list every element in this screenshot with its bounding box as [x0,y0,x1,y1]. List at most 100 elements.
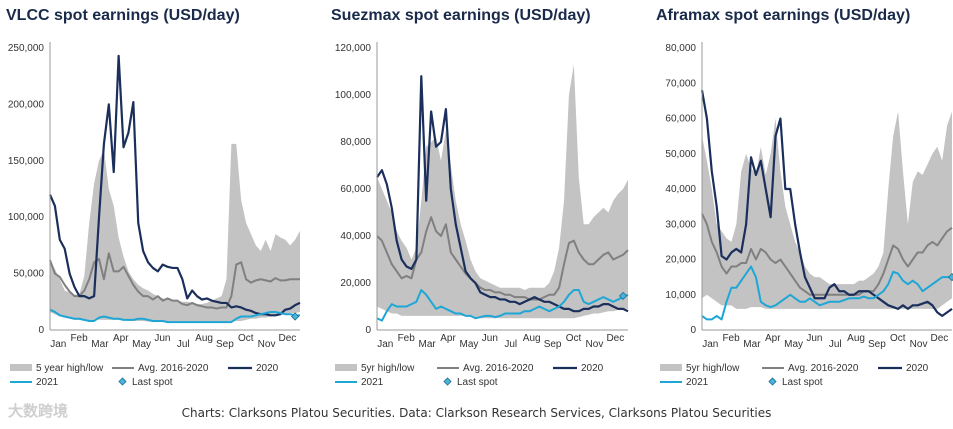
chart2-x-tick-label: Jul [829,339,842,350]
chart2-x-tick-label: May [784,339,803,350]
chart2-last-spot-marker [947,273,953,282]
chart0-legend-swatch-last-spot [118,377,127,386]
chart2-x-tick-label: Apr [765,333,781,344]
chart2-x-tick-label: Dec [931,333,949,344]
chart0-legend-label-2021: 2021 [36,377,59,388]
chart1-y-tick-label: 20,000 [340,278,371,289]
chart1-legend-swatch-band [335,364,357,371]
chart0-legend-swatch-band [10,364,32,371]
chart1-x-tick-label: Dec [606,333,624,344]
chart1-last-spot-marker [618,291,628,301]
chart1-legend-label-last-spot: Last spot [457,377,498,388]
chart2-x-tick-label: Jun [806,333,822,344]
chart0-legend-label-2020: 2020 [256,363,279,374]
aframax-chart: Aframax spot earnings (USD/day) 0 10,000 20… [650,0,953,400]
chart0-x-tick-label: Sep [216,339,234,350]
chart0-last-spot-marker [290,312,300,321]
chart0-x-tick-label: Jan [50,339,66,350]
chart1-line-avg [376,216,629,301]
chart1-y-tick-label: 60,000 [340,184,371,195]
chart1-x-tick-label: Jul [504,339,517,350]
chart1-legend-label-2021: 2021 [361,377,384,388]
chart2-y-tick-label: 10,000 [665,290,696,301]
chart2-legend-label-last-spot: Last spot [782,377,823,388]
chart2-title: Aframax spot earnings (USD/day) [656,7,910,24]
chart0-line-2021 [49,308,300,324]
chart0-x-tick-label: Apr [113,333,129,344]
chart0-y-tick-label: 0 [38,325,44,336]
chart0-band-5yr-high-low [50,143,300,323]
chart0-y-tick-label: 100,000 [8,212,45,223]
chart0-x-tick-label: May [132,339,151,350]
chart2-x-tick-label: Nov [910,339,928,350]
chart2-x-tick-label: Feb [722,333,740,344]
suezmax-chart-svg: Suezmax spot earnings (USD/day) 0 20,000 40… [331,7,629,388]
chart2-legend-swatch-band [660,364,682,371]
chart1-x-tick-label: Nov [586,339,604,350]
chart0-x-tick-label: Mar [91,339,109,350]
chart1-legend-swatch-last-spot [443,377,452,386]
chart2-legend-label-2021: 2021 [686,377,709,388]
chart2-line-2021 [701,265,952,321]
chart1-x-tick-label: Oct [566,333,582,344]
aframax-chart-svg: Aframax spot earnings (USD/day) 0 10,000 20… [656,7,953,388]
chart0-y-tick-label: 200,000 [8,99,45,110]
chart1-y-tick-label: 0 [365,325,371,336]
chart2-line-2020 [700,90,953,317]
chart0-legend-label-band: 5 year high/low [36,363,104,374]
chart2-legend-label-band: 5yr high/low [686,363,740,374]
chart2-x-tick-label: Aug [847,333,865,344]
chart0-x-tick-label: Dec [279,333,297,344]
chart0-x-tick-label: Jul [177,339,190,350]
chart2-y-tick-label: 50,000 [665,149,696,160]
chart1-x-tick-label: Jun [482,333,498,344]
chart2-x-tick-label: Oct [890,333,906,344]
chart0-x-tick-label: Aug [195,333,213,344]
chart1-y-tick-label: 80,000 [340,137,371,148]
chart2-y-tick-label: 30,000 [665,219,696,230]
chart1-line-2020 [376,75,629,313]
chart0-x-tick-label: Feb [70,333,88,344]
chart2-y-tick-label: 80,000 [665,43,696,54]
chart2-legend-label-avg: Avg. 2016-2020 [788,363,859,374]
chart1-x-tick-label: May [459,339,478,350]
chart2-y-tick-label: 0 [690,325,696,336]
chart0-y-tick-label: 50,000 [13,269,44,280]
chart1-x-tick-label: Sep [544,339,562,350]
chart1-x-tick-label: Aug [523,333,541,344]
chart1-y-tick-label: 100,000 [335,90,372,101]
chart0-line-2020 [48,54,301,317]
chart1-x-tick-label: Apr [440,333,456,344]
chart0-y-tick-label: 150,000 [8,156,45,167]
chart2-y-tick-label: 40,000 [665,184,696,195]
chart1-legend-label-band: 5yr high/low [361,363,415,374]
suezmax-chart: Suezmax spot earnings (USD/day) 0 20,000 40… [325,0,643,400]
chart1-band-5yr-high-low [377,64,628,319]
chart2-x-tick-label: Sep [868,339,886,350]
chart2-x-tick-label: Mar [743,339,761,350]
chart2-y-tick-label: 20,000 [665,255,696,266]
chart0-line-avg [49,252,300,310]
chart0-title: VLCC spot earnings (USD/day) [6,7,240,24]
chart1-x-tick-label: Mar [418,339,436,350]
chart1-x-tick-label: Feb [398,333,416,344]
chart1-title: Suezmax spot earnings (USD/day) [331,7,591,24]
chart0-legend-label-last-spot: Last spot [132,377,173,388]
chart2-band-5yr-high-low [702,111,952,309]
vlcc-chart-svg: VLCC spot earnings (USD/day) 0 50,000 100,0… [6,7,301,388]
chart0-y-tick-label: 250,000 [8,43,45,54]
chart1-legend-label-avg: Avg. 2016-2020 [463,363,534,374]
chart2-legend-label-2020: 2020 [906,363,929,374]
chart2-y-tick-label: 70,000 [665,78,696,89]
chart1-line-2021 [376,289,629,322]
chart2-legend-swatch-last-spot [768,377,777,386]
vlcc-chart: VLCC spot earnings (USD/day) 0 50,000 100,0… [0,0,318,400]
chart2-x-tick-label: Jan [702,339,718,350]
chart0-legend-label-avg: Avg. 2016-2020 [138,363,209,374]
chart0-x-tick-label: Oct [238,333,254,344]
chart1-x-tick-label: Jan [377,339,393,350]
chart1-y-tick-label: 120,000 [335,43,372,54]
chart2-y-tick-label: 60,000 [665,114,696,125]
chart1-y-tick-label: 40,000 [340,231,371,242]
chart0-x-tick-label: Nov [258,339,276,350]
